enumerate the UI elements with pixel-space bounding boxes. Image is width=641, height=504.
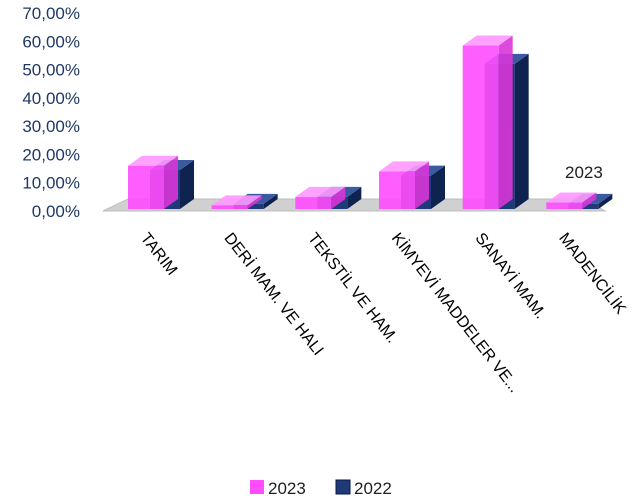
bar-2023-tarim-top [128,155,178,166]
series-annotation: 2023 [565,163,603,182]
y-tick-label: 70,00% [22,4,80,23]
legend-label-2022: 2022 [354,479,392,498]
bar-2023-ki-myevi-maddeler-ve-front [379,171,415,209]
bar-2023-sanayi-mam-top [462,35,513,46]
bar-2023-teksti-l-ve-ham-top [295,186,346,197]
bar-2023-tarim-side [164,155,178,209]
bar-2023-deri-mam-ve-hali [211,195,262,209]
bar-2022-tarim-side [180,159,194,209]
bar-2022-madenci-li-k-side [598,193,613,209]
x-tick-label-tarim: TARIM [137,230,180,279]
bar-2022-teksti-l-ve-ham-side [347,186,362,209]
bar-2023-madenci-li-k-top [546,192,597,203]
bar-2023-sanayi-mam-side [498,35,513,210]
bar-2023-deri-mam-ve-hali-side [247,195,262,209]
bar-2023-madenci-li-k [546,192,597,209]
y-tick-label: 10,00% [22,174,80,193]
bar-2022-deri-mam-ve-hali-side [263,193,278,209]
bar-2023-teksti-l-ve-ham-front [295,196,332,209]
bar-2023-deri-mam-ve-hali-front [211,205,248,209]
bars [128,35,613,210]
bar-2023-teksti-l-ve-ham-side [331,186,346,209]
bar-2023-ki-myevi-maddeler-ve-top [379,161,429,172]
bar-2023-sanayi-mam-front [462,45,499,210]
y-axis: 0,00% 10,00% 20,00% 30,00% 40,00% 50,00% 60,00… [22,4,80,221]
legend: 2023 2022 [250,479,392,498]
bar-2023-deri-mam-ve-hali-top [211,195,262,206]
legend-swatch-2023 [250,480,264,494]
y-tick-label: 60,00% [22,32,80,51]
bar-2023-tarim-front [128,165,164,209]
bar-2023-teksti-l-ve-ham [295,186,346,209]
bar-2023-sanayi-mam [462,35,513,210]
bar-2023-madenci-li-k-front [546,202,583,209]
bar-2023-tarim [128,155,178,209]
bar-2022-ki-myevi-maddeler-ve-side [431,165,445,209]
y-tick-label: 50,00% [22,61,80,80]
bar-2023-ki-myevi-maddeler-ve-side [415,161,429,209]
x-tick-label-madenci-li-k: MADENCİLİK [555,229,630,318]
legend-label-2023: 2023 [268,479,306,498]
y-tick-label: 40,00% [22,89,80,108]
y-tick-label: 30,00% [22,117,80,136]
y-tick-label: 0,00% [32,202,80,221]
bar-2022-sanayi-mam-side [514,53,529,209]
bar-2023-ki-myevi-maddeler-ve [379,161,429,209]
bar-2023-madenci-li-k-side [582,192,597,209]
x-tick-label-sanayi-mam: SANAYİ MAM. [472,229,551,322]
y-tick-label: 20,00% [22,145,80,164]
x-tick-label-teksti-l-ve-ham: TEKSTİL VE HAM. [304,229,402,347]
legend-swatch-2022 [335,479,351,495]
